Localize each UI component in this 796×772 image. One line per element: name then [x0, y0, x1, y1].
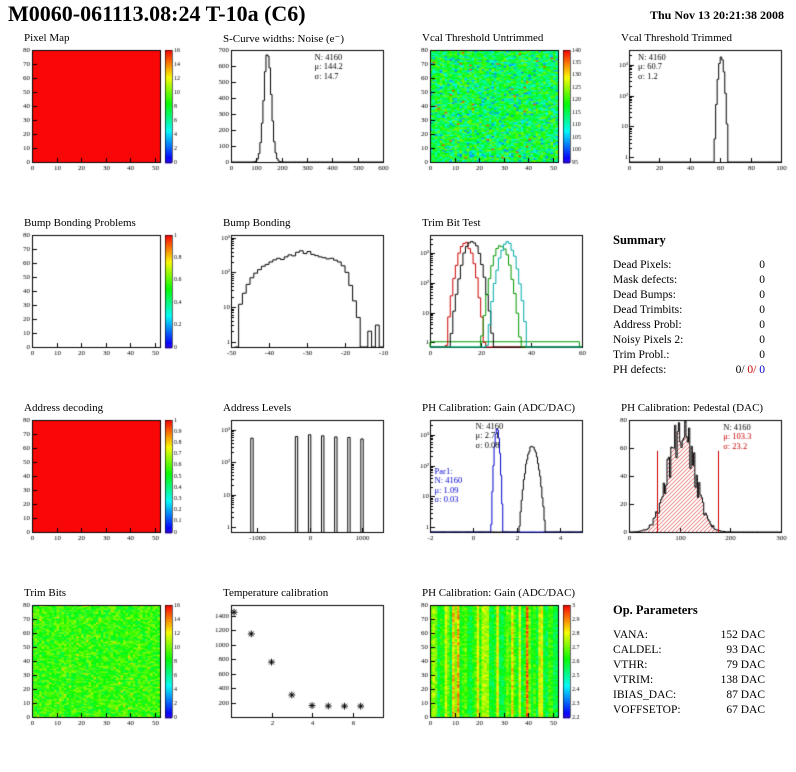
panel-trim-bits-map: Trim Bits	[0, 585, 199, 770]
chart-title: S-Curve widths: Noise (e⁻)	[223, 33, 344, 45]
panel-scurve-noise: S-Curve widths: Noise (e⁻)	[199, 30, 398, 215]
summary-value: 0	[759, 289, 765, 301]
summary-label: Dead Trimbits:	[613, 304, 683, 316]
chart-title: Vcal Threshold Untrimmed	[422, 32, 544, 44]
chart-title: Address Levels	[223, 402, 292, 414]
summary-value: 0	[759, 274, 765, 286]
summary-label: Dead Pixels:	[613, 259, 672, 271]
summary-label: Dead Bumps:	[613, 289, 676, 301]
summary-label: Noisy Pixels 2:	[613, 334, 684, 346]
summary-row-dead-trimbits: Dead Trimbits: 0	[613, 303, 765, 318]
panel-vcal-trimmed: Vcal Threshold Trimmed	[597, 30, 796, 215]
panel-bump-bonding: Bump Bonding	[199, 215, 398, 400]
summary-row-address-probl: Address Probl: 0	[613, 318, 765, 333]
summary-row-mask-defects: Mask defects: 0	[613, 273, 765, 288]
op-row-ibias-dac: IBIAS_DAC: 87 DAC	[613, 688, 765, 703]
chart-title: Vcal Threshold Trimmed	[621, 32, 733, 44]
vcal-trimmed-chart	[601, 45, 791, 177]
panel-ph-pedestal: PH Calibration: Pedestal (DAC)	[597, 400, 796, 585]
op-label: VANA:	[613, 629, 648, 641]
summary-value: 0	[759, 349, 765, 361]
chart-title: Trim Bit Test	[422, 217, 481, 229]
ph-defects-1: 0/	[735, 364, 745, 376]
panel-temp-cal: Temperature calibration	[199, 585, 398, 770]
pixel-map-chart	[4, 45, 194, 177]
timestamp: Thu Nov 13 20:21:38 2008	[649, 8, 784, 22]
page-header: M0060-061113.08:24 T-10a (C6) Thu Nov 13…	[0, 0, 796, 30]
panel-addr-levels: Address Levels	[199, 400, 398, 585]
addr-decoding-chart	[4, 415, 194, 547]
summary-label: Mask defects:	[613, 274, 678, 286]
op-row-vtrim: VTRIM: 138 DAC	[613, 673, 765, 688]
summary-value: 0	[759, 259, 765, 271]
op-row-vthr: VTHR: 79 DAC	[613, 658, 765, 673]
op-label: VTHR:	[613, 659, 648, 671]
op-value: 79 DAC	[726, 659, 765, 671]
ph-gain-map-chart	[402, 600, 592, 732]
bump-bonding-chart	[203, 230, 393, 362]
chart-title: PH Calibration: Gain (ADC/DAC)	[422, 587, 576, 599]
panel-addr-decoding: Address decoding	[0, 400, 199, 585]
op-parameters-title: Op. Parameters	[613, 603, 698, 617]
panel-ph-gain-map: PH Calibration: Gain (ADC/DAC)	[398, 585, 597, 770]
panel-op-parameters: Op. Parameters VANA: 152 DAC CALDEL: 93 …	[597, 585, 796, 770]
summary-label: Address Probl:	[613, 319, 682, 331]
trimbit-test-chart	[402, 230, 592, 362]
chart-title: Trim Bits	[24, 587, 67, 599]
ph-defects-2: 0/	[747, 364, 757, 376]
op-row-vana: VANA: 152 DAC	[613, 628, 765, 643]
summary-value-ph-defects: 0/ 0/ 0	[736, 363, 765, 378]
summary-value: 0	[759, 334, 765, 346]
summary-row-dead-pixels: Dead Pixels: 0	[613, 258, 765, 273]
panel-vcal-untrimmed: Vcal Threshold Untrimmed	[398, 30, 597, 215]
summary-title: Summary	[613, 233, 666, 247]
plot-grid: Pixel Map S-Curve widths: Noise (e⁻) Vca…	[0, 30, 796, 770]
op-value: 67 DAC	[726, 704, 765, 716]
summary-row-noisy-pixels: Noisy Pixels 2: 0	[613, 333, 765, 348]
panel-summary: Summary Dead Pixels: 0 Mask defects: 0 D…	[597, 215, 796, 400]
op-value: 138 DAC	[720, 674, 765, 686]
chart-title: Bump Bonding Problems	[24, 217, 136, 229]
ph-defects-3: 0	[759, 364, 765, 376]
op-value: 152 DAC	[720, 629, 765, 641]
summary-label: PH defects:	[613, 364, 667, 376]
panel-trimbit-test: Trim Bit Test	[398, 215, 597, 400]
temp-cal-chart	[203, 600, 393, 732]
chart-title: Bump Bonding	[223, 217, 291, 229]
summary-label: Trim Probl.:	[613, 349, 670, 361]
op-label: VTRIM:	[613, 674, 654, 686]
op-row-caldel: CALDEL: 93 DAC	[613, 643, 765, 658]
chart-title: Pixel Map	[24, 32, 70, 44]
chart-title: PH Calibration: Gain (ADC/DAC)	[422, 402, 576, 414]
addr-levels-chart	[203, 415, 393, 547]
panel-ph-gain-hist: PH Calibration: Gain (ADC/DAC)	[398, 400, 597, 585]
op-label: CALDEL:	[613, 644, 662, 656]
trim-bits-map-chart	[4, 600, 194, 732]
bump-problems-chart	[4, 230, 194, 362]
vcal-untrimmed-chart	[402, 45, 592, 177]
op-value: 93 DAC	[726, 644, 765, 656]
summary-value: 0	[759, 304, 765, 316]
ph-pedestal-chart	[601, 415, 791, 547]
summary-row-ph-defects: PH defects: 0/ 0/ 0	[613, 363, 765, 378]
op-label: IBIAS_DAC:	[613, 689, 677, 701]
chart-title: Temperature calibration	[223, 587, 329, 599]
chart-title: PH Calibration: Pedestal (DAC)	[621, 402, 764, 414]
summary-row-dead-bumps: Dead Bumps: 0	[613, 288, 765, 303]
op-label: VOFFSETOP:	[613, 704, 681, 716]
chart-title: Address decoding	[24, 402, 104, 414]
op-row-voffsetop: VOFFSETOP: 67 DAC	[613, 703, 765, 718]
ph-gain-hist-chart	[402, 415, 592, 547]
panel-pixel-map: Pixel Map	[0, 30, 199, 215]
scurve-noise-chart	[203, 45, 393, 177]
summary-row-trim-probl: Trim Probl.: 0	[613, 348, 765, 363]
summary-value: 0	[759, 319, 765, 331]
panel-bump-problems: Bump Bonding Problems	[0, 215, 199, 400]
page-title: M0060-061113.08:24 T-10a (C6)	[8, 1, 306, 26]
op-value: 87 DAC	[726, 689, 765, 701]
